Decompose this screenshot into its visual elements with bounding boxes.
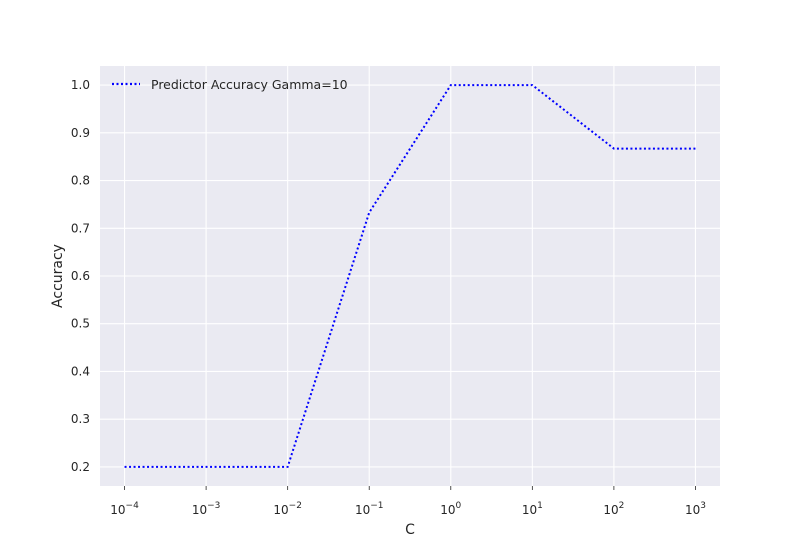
y-tick-label: 0.5	[71, 317, 90, 331]
series-line	[124, 84, 696, 468]
x-tick-label: 101	[522, 501, 543, 517]
x-tick-label: 102	[603, 501, 624, 517]
x-tick-label: 10−1	[355, 501, 384, 517]
y-tick-label: 0.4	[71, 364, 90, 378]
y-tick-label: 0.6	[71, 269, 90, 283]
legend: Predictor Accuracy Gamma=10	[112, 77, 348, 92]
y-tick-label: 0.2	[71, 460, 90, 474]
x-tick-label: 10−4	[110, 501, 139, 517]
x-tick-label: 100	[440, 501, 461, 517]
x-axis-ticks: 10−4 10−3 10−2 10−1 100 101 102 103	[110, 486, 706, 517]
legend-label: Predictor Accuracy Gamma=10	[151, 77, 348, 92]
series-layer	[124, 84, 696, 468]
x-tick-label: 103	[685, 501, 706, 517]
x-axis-label: C	[405, 522, 415, 538]
grid	[100, 66, 720, 486]
x-tick-label: 10−2	[273, 501, 302, 517]
y-axis-ticks: 0.2 0.3 0.4 0.5 0.6 0.7 0.8 0.9 1.0	[71, 78, 90, 474]
y-tick-label: 0.8	[71, 174, 90, 188]
y-tick-label: 0.3	[71, 412, 90, 426]
y-axis-label: Accuracy	[50, 244, 66, 308]
x-tick-label: 10−3	[192, 501, 221, 517]
y-tick-label: 0.7	[71, 221, 90, 235]
y-tick-label: 0.9	[71, 126, 90, 140]
y-tick-label: 1.0	[71, 78, 90, 92]
